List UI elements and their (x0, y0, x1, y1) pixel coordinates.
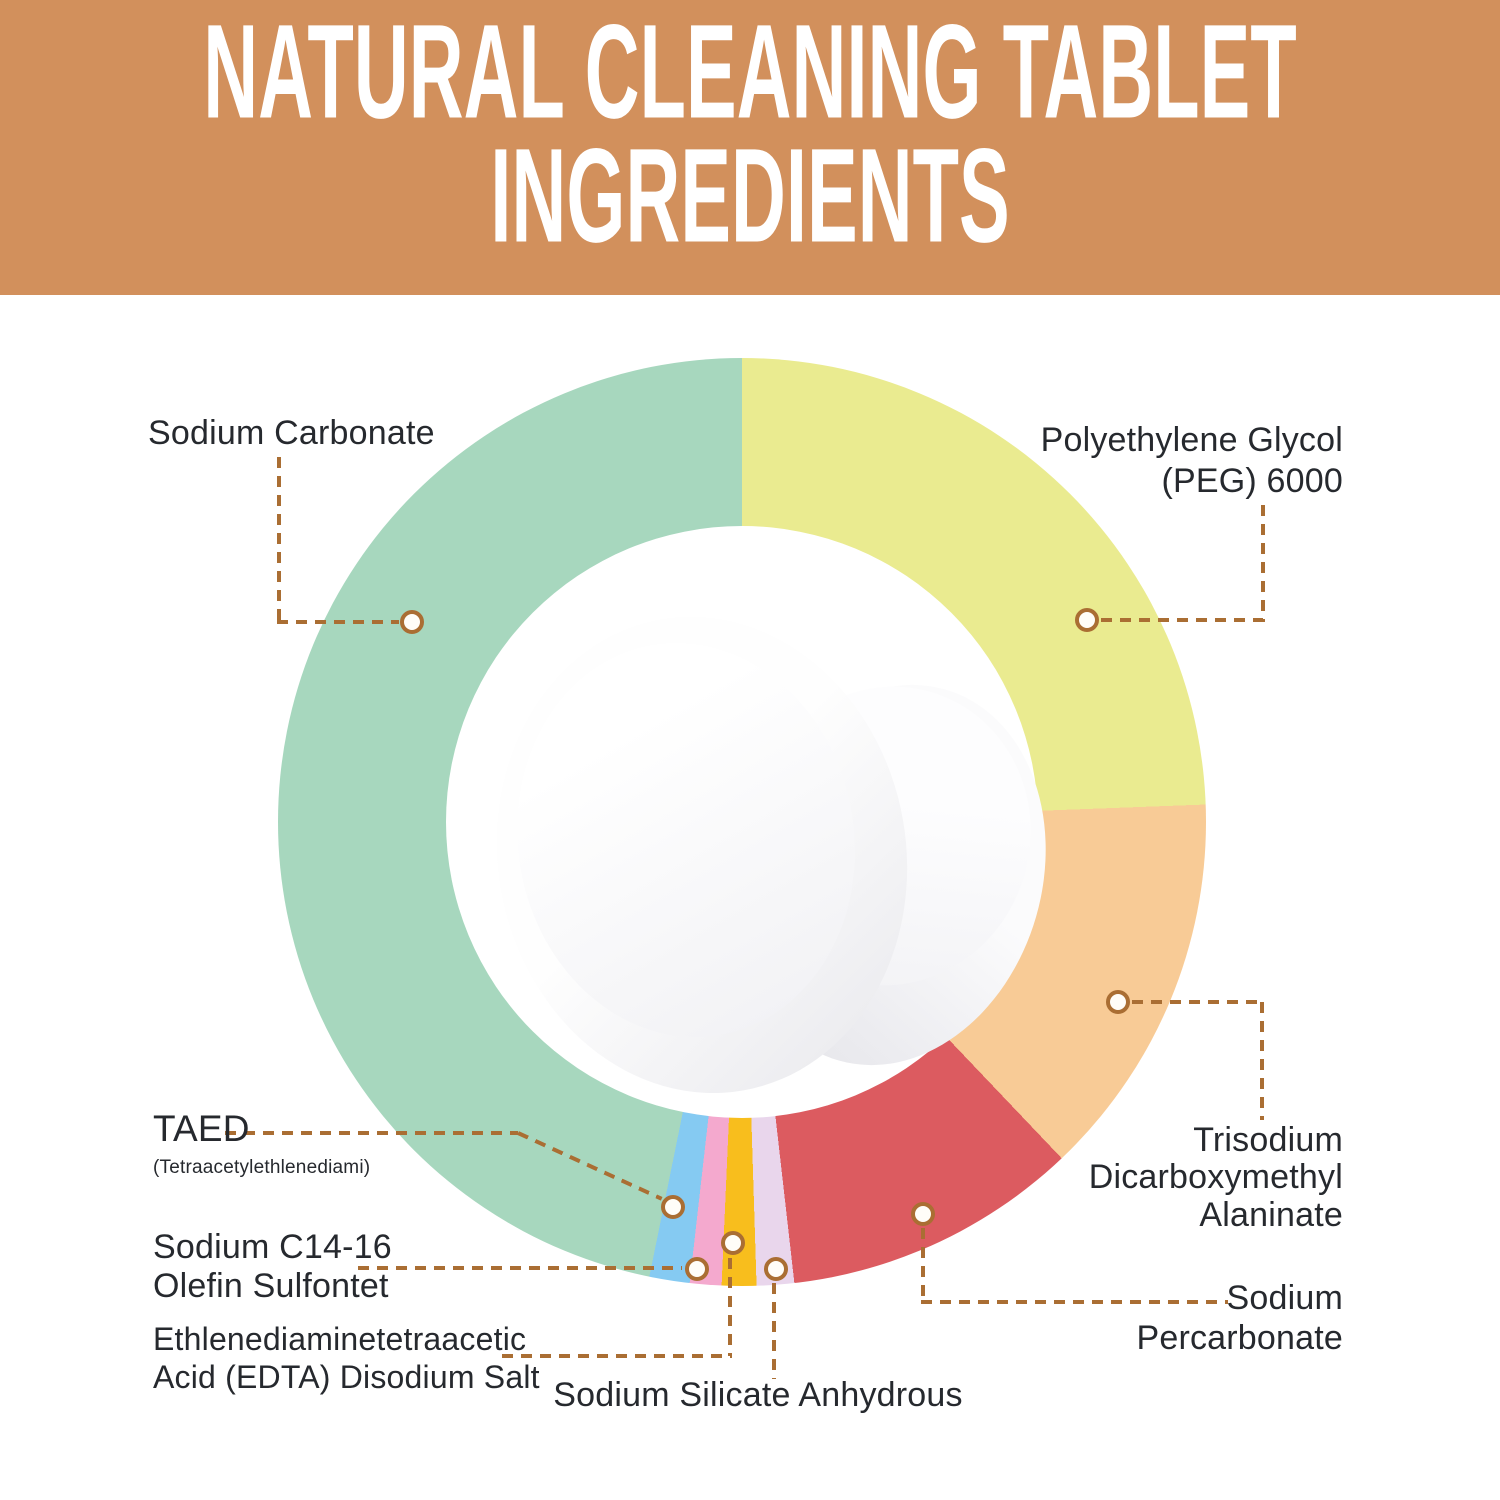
leader-peg-vertical (1261, 505, 1265, 622)
leader-edta-horizontal (502, 1354, 732, 1358)
label-edta: Ethlenediaminetetraacetic Acid (EDTA) Di… (153, 1320, 540, 1397)
label-trisodium-line3: Alaninate (1199, 1195, 1343, 1234)
label-peg-line1: Polyethylene Glycol (1040, 421, 1343, 459)
leader-taed-horizontal (225, 1131, 518, 1135)
page-title-line1: NATURAL CLEANING TABLET (203, 0, 1297, 148)
label-c14-line2: Olefin Sulfontet (153, 1267, 389, 1306)
leader-dot-taed (661, 1195, 685, 1219)
leader-trisodium-vertical (1260, 1002, 1264, 1120)
label-taed-main: TAED (153, 1108, 250, 1149)
leader-sodium-carbonate-vertical (277, 457, 281, 620)
label-peg-line2: (PEG) 6000 (1161, 461, 1343, 500)
leader-percarbonate-vertical (921, 1228, 925, 1302)
label-taed: TAED (Tetraacetylethlenediami) (153, 1108, 370, 1179)
label-c14-line1: Sodium C14-16 (153, 1228, 392, 1266)
label-peg: Polyethylene Glycol (PEG) 6000 (1041, 420, 1343, 502)
leader-dot-trisodium (1106, 990, 1130, 1014)
label-trisodium-line1: Trisodium (1193, 1121, 1343, 1159)
leader-peg-horizontal (1101, 618, 1263, 622)
leader-silicate-vertical (772, 1283, 776, 1379)
label-edta-line2: Acid (EDTA) Disodium Salt (153, 1359, 540, 1396)
leader-sodium-carbonate-horizontal (277, 620, 399, 624)
label-trisodium: Trisodium Dicarboxymethyl Alaninate (1088, 1121, 1343, 1234)
leader-trisodium-horizontal (1132, 1000, 1262, 1004)
label-silicate: Sodium Silicate Anhydrous (553, 1376, 963, 1414)
leader-dot-edta (721, 1231, 745, 1255)
leader-dot-sodium-carbonate (400, 610, 424, 634)
label-edta-line1: Ethlenediaminetetraacetic (153, 1321, 527, 1357)
title-banner: NATURAL CLEANING TABLET INGREDIENTS (0, 0, 1500, 295)
label-percarbonate-line2: Percarbonate (1136, 1319, 1343, 1358)
leader-percarbonate-horizontal (921, 1300, 1228, 1304)
label-sodium-carbonate: Sodium Carbonate (148, 414, 435, 452)
leader-dot-percarbonate (911, 1202, 935, 1226)
page-title-line2: INGREDIENTS (490, 120, 1010, 272)
leader-dot-peg (1075, 608, 1099, 632)
leader-edta-vertical (728, 1258, 732, 1356)
leader-dot-c14 (685, 1257, 709, 1281)
label-taed-sub: (Tetraacetylethlenediami) (153, 1156, 371, 1178)
label-c14: Sodium C14-16 Olefin Sulfontet (153, 1228, 392, 1306)
leader-c14-horizontal (358, 1266, 682, 1270)
leader-dot-silicate (764, 1257, 788, 1281)
label-percarbonate-line1: Sodium (1226, 1279, 1343, 1317)
label-trisodium-line2: Dicarboxymethyl (1088, 1158, 1343, 1197)
label-percarbonate: Sodium Percarbonate (1136, 1278, 1343, 1358)
